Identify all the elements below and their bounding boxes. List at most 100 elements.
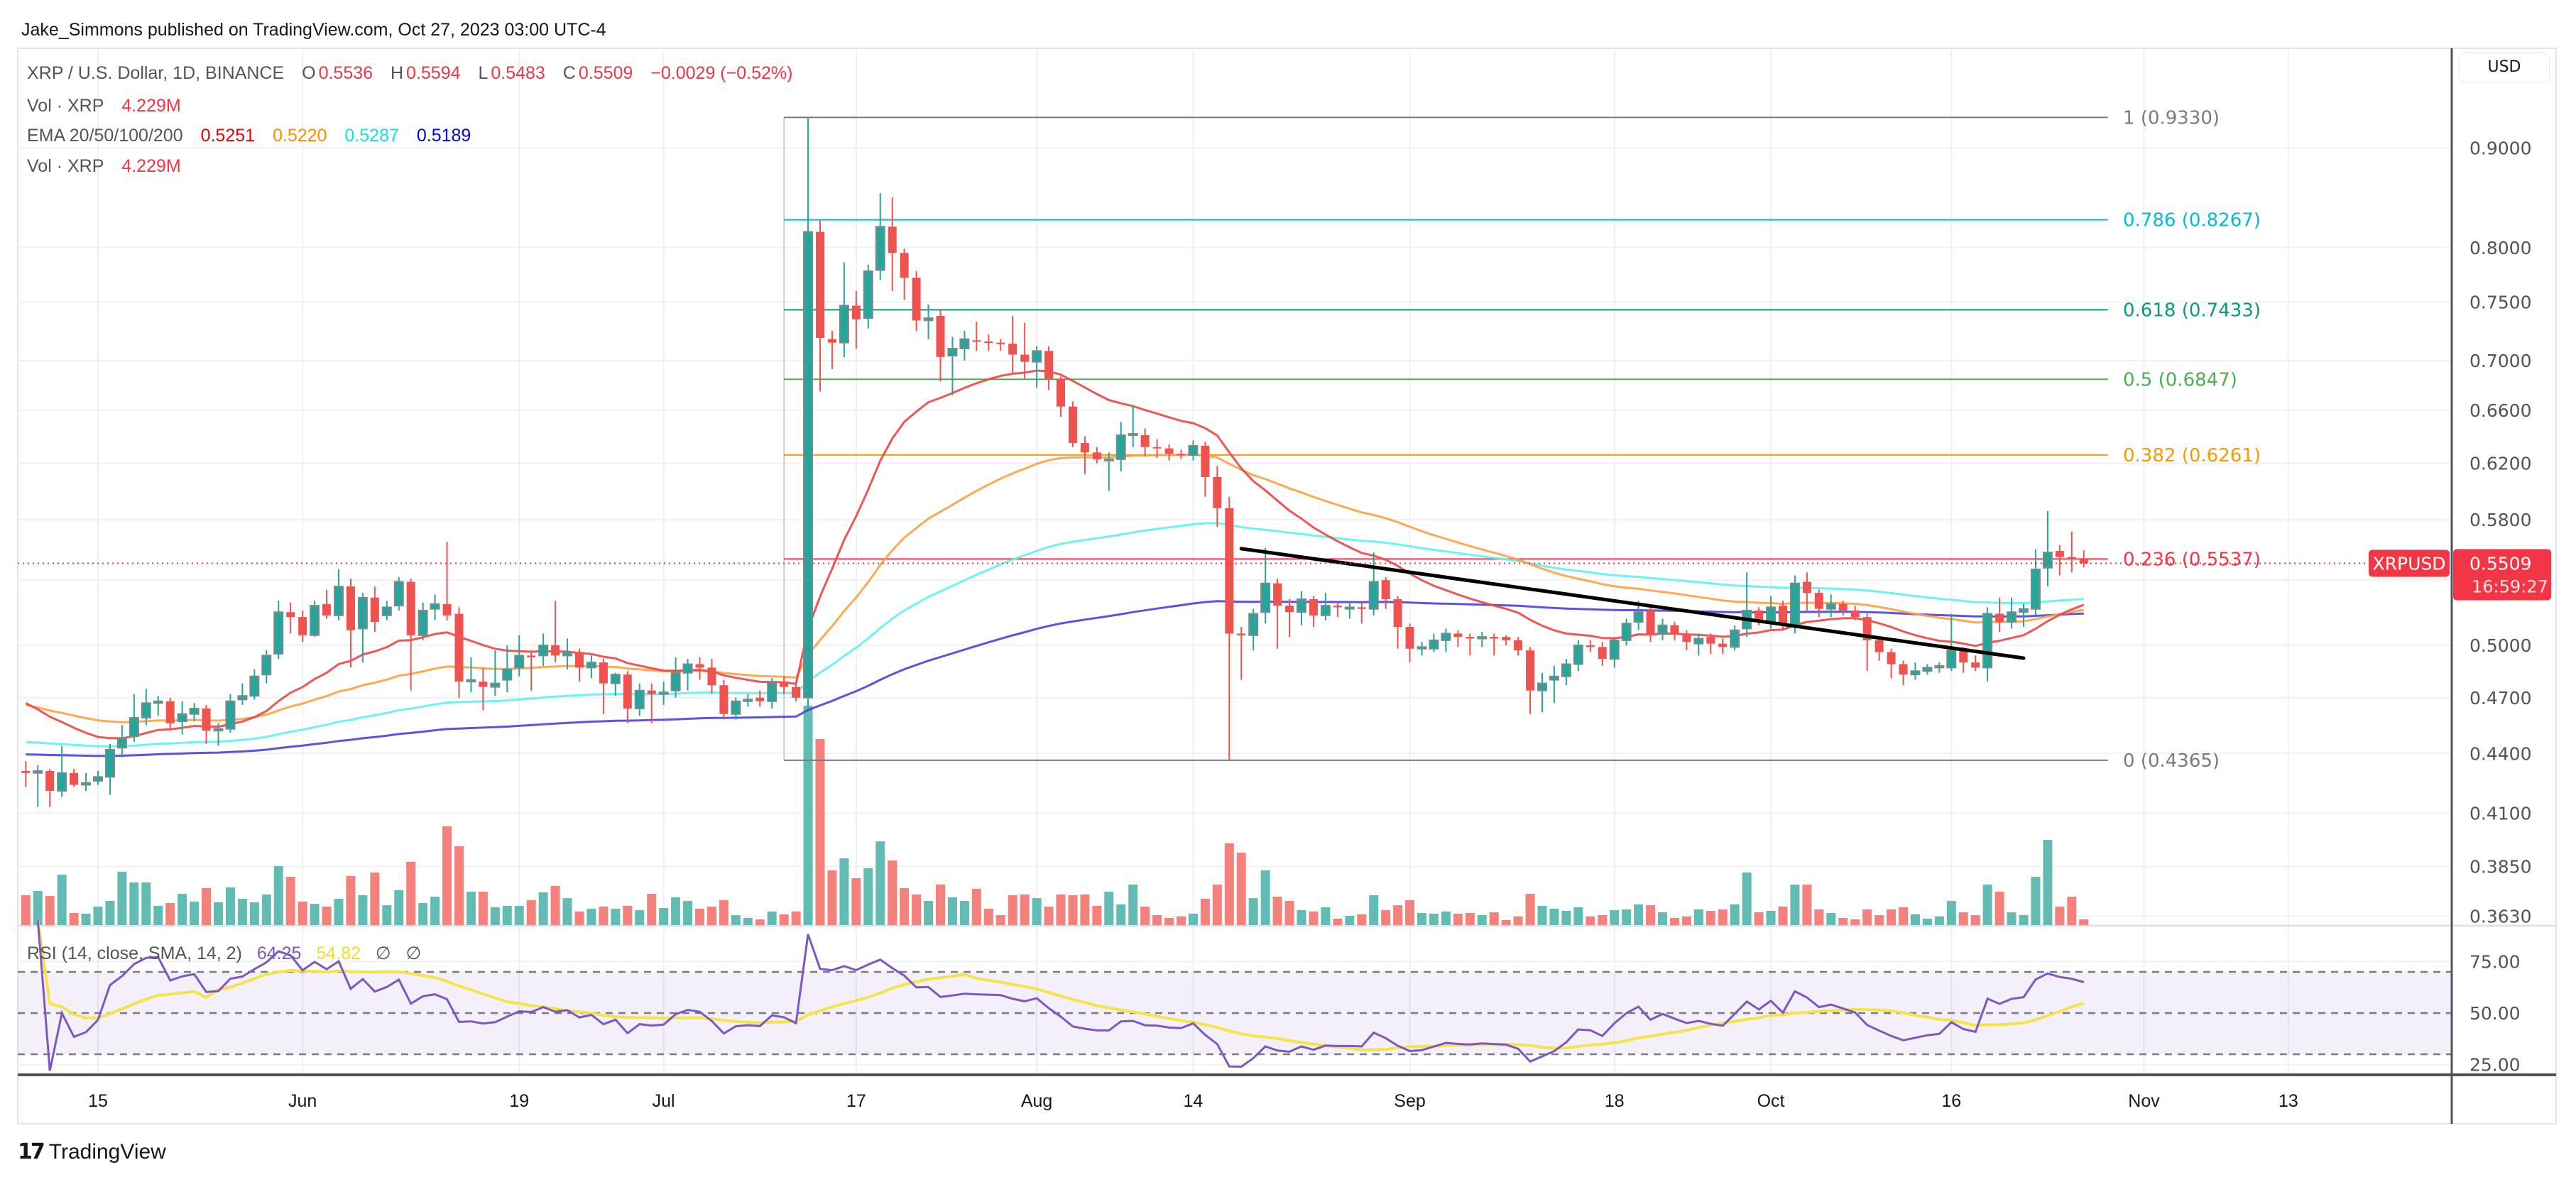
candle[interactable] [1164,444,1174,461]
candle[interactable] [2079,550,2088,568]
candle[interactable] [1477,632,1488,647]
candle[interactable] [658,682,669,705]
candle[interactable] [816,220,824,392]
candle[interactable] [1537,672,1547,713]
candle[interactable] [1682,630,1691,651]
candle[interactable] [803,117,814,707]
candle[interactable] [972,322,981,351]
candle[interactable] [1188,440,1199,461]
candle[interactable] [1646,607,1655,642]
candle[interactable] [1260,547,1271,624]
candle[interactable] [647,683,656,723]
candle[interactable] [237,683,248,705]
candle[interactable] [490,650,501,696]
candle[interactable] [1273,579,1282,649]
candle[interactable] [1946,613,1957,672]
candle[interactable] [1814,589,1823,618]
candle[interactable] [707,659,716,694]
candle[interactable] [466,657,476,693]
candle[interactable] [923,304,934,339]
candle[interactable] [81,772,92,791]
candle[interactable] [1297,591,1306,625]
candle[interactable] [334,569,344,620]
candle[interactable] [1103,452,1114,491]
candle[interactable] [538,633,549,666]
ema50-line[interactable] [25,453,2085,723]
candle[interactable] [116,725,127,757]
candle[interactable] [1934,662,1945,673]
candle[interactable] [479,667,488,711]
candle[interactable] [2007,597,2017,629]
candle[interactable] [936,309,945,382]
candle[interactable] [1910,662,1921,680]
candle[interactable] [912,270,921,332]
candle[interactable] [682,659,693,691]
candle[interactable] [1115,422,1126,472]
candle[interactable] [393,576,404,611]
candle[interactable] [417,602,428,640]
candle[interactable] [1633,601,1644,630]
candle[interactable] [153,696,163,716]
candle[interactable] [381,601,392,620]
candle[interactable] [21,761,31,787]
candle[interactable] [984,334,993,351]
candle[interactable] [1706,633,1715,654]
candle[interactable] [442,542,452,620]
candle[interactable] [454,607,464,698]
candle[interactable] [1393,596,1402,649]
candle[interactable] [839,262,849,357]
candle[interactable] [1850,606,1860,620]
legend-rsi[interactable]: RSI (14, close, SMA, 14, 2) 64.25 54.82 … [27,943,431,964]
candle[interactable] [225,694,236,733]
candle[interactable] [1502,635,1511,645]
candle[interactable] [1730,625,1740,651]
candle[interactable] [1357,602,1366,624]
candle[interactable] [1213,466,1222,527]
candle[interactable] [1899,660,1908,686]
candle[interactable] [1838,601,1848,616]
candle[interactable] [1381,576,1390,609]
candle[interactable] [527,650,536,691]
candle[interactable] [1514,637,1523,656]
candle[interactable] [1333,602,1342,618]
candle[interactable] [1657,618,1668,640]
candle[interactable] [575,648,584,682]
candle[interactable] [1874,637,1884,661]
candle[interactable] [851,290,861,349]
candle[interactable] [1526,647,1535,714]
candle[interactable] [1344,601,1355,619]
candle[interactable] [634,683,645,716]
candle[interactable] [996,339,1005,351]
candle[interactable] [357,593,368,663]
candle[interactable] [2019,603,2029,628]
candle[interactable] [1225,496,1234,760]
candle[interactable] [1453,630,1463,647]
candle[interactable] [731,697,741,720]
candle[interactable] [551,601,560,663]
candle[interactable] [104,743,115,795]
rsi-line[interactable] [36,920,2085,1071]
candle[interactable] [2042,510,2053,587]
candle[interactable] [70,769,79,787]
candle[interactable] [1237,627,1246,680]
candle[interactable] [1573,640,1583,672]
candle[interactable] [129,694,139,743]
rsi-axis[interactable]: 75.00 50.00 25.00 [2469,952,2521,1076]
candle[interactable] [189,703,200,722]
candle[interactable] [1057,376,1065,417]
candle[interactable] [755,690,765,707]
candle[interactable] [1789,575,1800,634]
candle[interactable] [767,678,777,709]
candle[interactable] [502,645,513,693]
price-axis[interactable]: 0.9000 0.8000 0.7500 0.7000 0.6600 0.6200 0.58… [2469,138,2531,926]
ema100-line[interactable] [26,522,2084,748]
candle[interactable] [1825,594,1836,618]
candle[interactable] [1718,638,1728,654]
candle[interactable] [310,601,320,638]
candle[interactable] [1309,596,1318,628]
candle[interactable] [863,264,873,329]
candle[interactable] [1201,442,1210,497]
trendline[interactable] [1239,547,2026,660]
candle[interactable] [780,676,789,694]
